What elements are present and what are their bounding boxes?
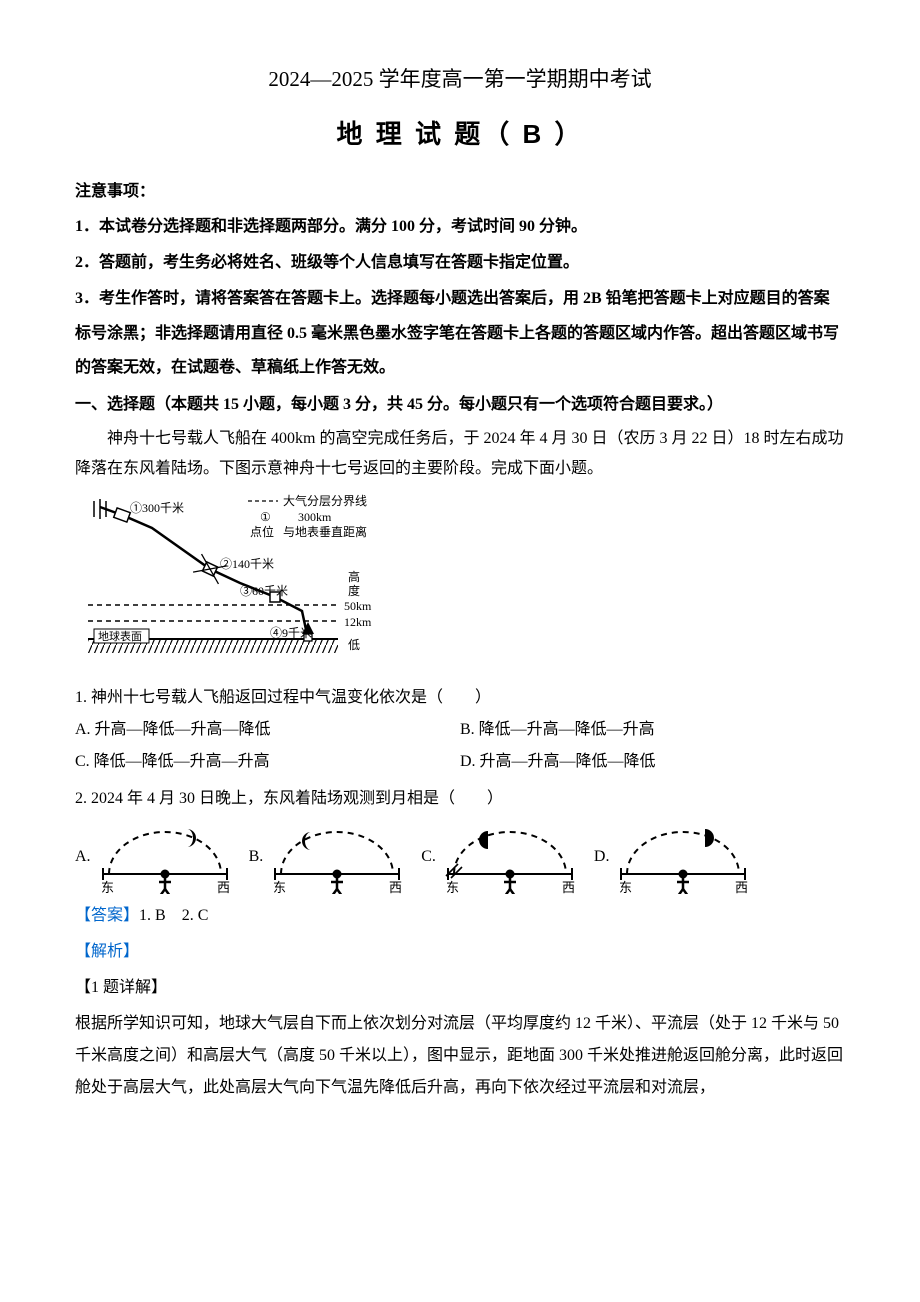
instruction-1: 1．本试卷分选择题和非选择题两部分。满分 100 分，考试时间 90 分钟。 xyxy=(75,210,845,244)
svg-text:12km: 12km xyxy=(344,615,372,629)
notice-head: 注意事项： xyxy=(75,177,845,207)
svg-text:西: 西 xyxy=(562,880,575,894)
question-1-options-row1: A. 升高—降低—升高—降低 B. 降低—升高—降低—升高 xyxy=(75,715,845,745)
svg-text:300km: 300km xyxy=(298,510,332,524)
exam-header: 2024—2025 学年度高一第一学期期中考试 xyxy=(75,60,845,100)
svg-text:地球表面: 地球表面 xyxy=(98,629,142,643)
moon-diagram-D: 东 西 xyxy=(613,824,753,894)
option-2B-label: B. xyxy=(249,842,264,894)
option-1B: B. 降低—升高—降低—升高 xyxy=(460,715,845,745)
svg-text:①: ① xyxy=(260,510,271,524)
svg-text:西: 西 xyxy=(735,880,748,894)
option-1A: A. 升高—降低—升高—降低 xyxy=(75,715,460,745)
option-1C: C. 降低—降低—升高—升高 xyxy=(75,747,460,777)
option-2D-label: D. xyxy=(594,842,610,894)
svg-text:①300千米: ①300千米 xyxy=(130,501,184,515)
instruction-3: 3．考生作答时，请将答案答在答题卡上。选择题每小题选出答案后，用 2B 铅笔把答… xyxy=(75,282,845,385)
return-trajectory-diagram: ①300千米 ②140千米 ③60千米 ④9千米 大气分层分界线 ① 300km… xyxy=(80,491,845,672)
question-1-stem: 1. 神州十七号载人飞船返回过程中气温变化依次是（ ） xyxy=(75,683,845,713)
answer-2: 2. C xyxy=(182,907,209,924)
svg-text:低: 低 xyxy=(348,638,360,652)
question-1-options-row2: C. 降低—降低—升高—升高 D. 升高—升高—降低—降低 xyxy=(75,747,845,777)
option-2A: A. 东 西 xyxy=(75,824,235,894)
option-1D: D. 升高—升高—降低—降低 xyxy=(460,747,845,777)
svg-text:高: 高 xyxy=(348,569,360,584)
option-2C: C. 东 西 xyxy=(421,824,580,894)
moon-diagram-C: 东 西 xyxy=(440,824,580,894)
option-2B: B. 东 西 xyxy=(249,824,408,894)
svg-text:②140千米: ②140千米 xyxy=(220,557,274,571)
answers-line: 【答案】1. B 2. C xyxy=(75,900,845,932)
svg-text:度: 度 xyxy=(348,583,360,598)
svg-text:50km: 50km xyxy=(344,599,372,613)
section-1-head: 一、选择题（本题共 15 小题，每小题 3 分，共 45 分。每小题只有一个选项… xyxy=(75,388,845,422)
instruction-2: 2．答题前，考生务必将姓名、班级等个人信息填写在答题卡指定位置。 xyxy=(75,246,845,280)
answer-label: 【答案】 xyxy=(75,907,139,924)
svg-text:与地表垂直距离: 与地表垂直距离 xyxy=(283,524,367,539)
svg-text:西: 西 xyxy=(217,880,230,894)
svg-text:点位: 点位 xyxy=(250,524,274,539)
svg-text:③60千米: ③60千米 xyxy=(240,584,288,598)
svg-text:东: 东 xyxy=(273,880,286,894)
analysis-label: 【解析】 xyxy=(75,936,845,968)
svg-text:东: 东 xyxy=(101,880,114,894)
moon-diagram-B: 东 西 xyxy=(267,824,407,894)
exam-title: 地 理 试 题（ B ） xyxy=(75,110,845,159)
option-2A-label: A. xyxy=(75,842,91,894)
option-2D: D. 东 西 xyxy=(594,824,754,894)
instructions-block: 注意事项： 1．本试卷分选择题和非选择题两部分。满分 100 分，考试时间 90… xyxy=(75,177,845,422)
svg-text:东: 东 xyxy=(446,880,459,894)
svg-text:东: 东 xyxy=(619,880,632,894)
q1-explain-head: 【1 题详解】 xyxy=(75,972,845,1004)
svg-text:西: 西 xyxy=(389,880,402,894)
question-2-stem: 2. 2024 年 4 月 30 日晚上，东风着陆场观测到月相是（ ） xyxy=(75,784,845,814)
q1-explanation: 根据所学知识可知，地球大气层自下而上依次划分对流层（平均厚度约 12 千米）、平… xyxy=(75,1008,845,1104)
moon-diagram-A: 东 西 xyxy=(95,824,235,894)
passage-1: 神舟十七号载人飞船在 400km 的高空完成任务后，于 2024 年 4 月 3… xyxy=(75,424,845,483)
option-2C-label: C. xyxy=(421,842,436,894)
question-2-options: A. 东 西 B. 东 西 C. xyxy=(75,824,845,894)
svg-text:④9千米: ④9千米 xyxy=(270,626,312,640)
svg-text:大气分层分界线: 大气分层分界线 xyxy=(283,493,367,508)
answer-1: 1. B xyxy=(139,907,166,924)
